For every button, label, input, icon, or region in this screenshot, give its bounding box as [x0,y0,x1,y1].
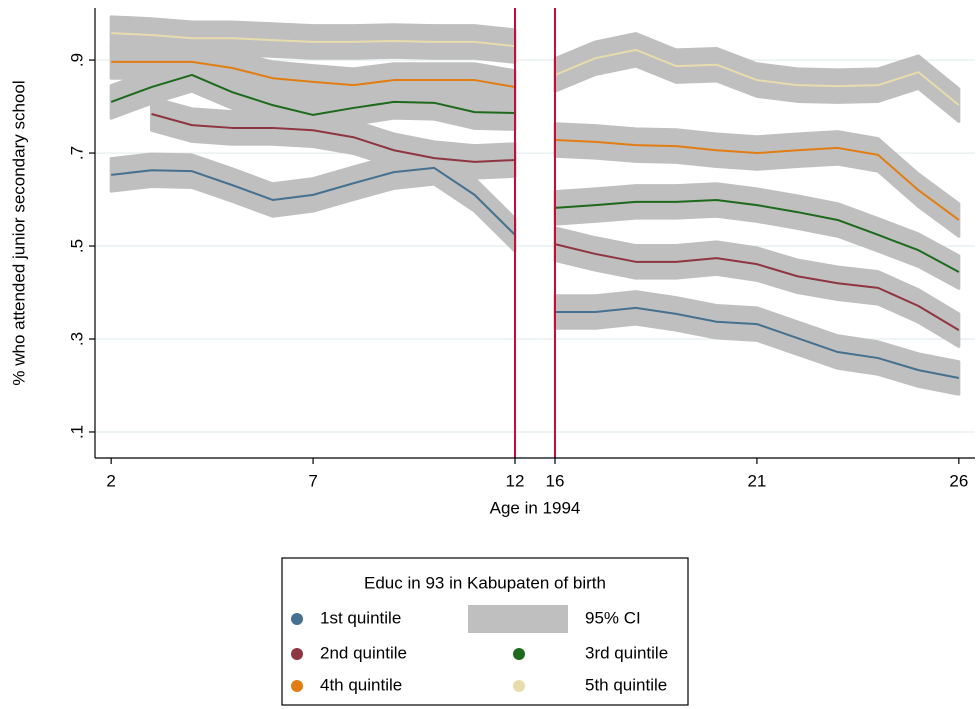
y-tick-label: .7 [67,146,86,160]
legend-marker [291,613,303,625]
series-line [111,166,516,236]
legend-label: 95% CI [585,608,641,627]
series-line [110,73,516,116]
legend-marker [513,648,525,660]
series-line [111,60,516,89]
legend-marker [291,680,303,692]
x-tick-label: 2 [106,471,115,490]
series-line [111,32,516,48]
y-tick-label: .9 [67,53,86,67]
ci-band [553,32,961,123]
y-tick-label: .3 [67,332,86,346]
ci-band [553,290,961,396]
y-axis-label: % who attended junior secondary school [9,80,28,385]
x-tick-label: 7 [308,471,317,490]
x-axis-label: Age in 1994 [490,498,581,517]
legend-label: 3rd quintile [585,643,668,662]
x-tick-label: 21 [747,471,766,490]
legend-label: 2nd quintile [320,643,407,662]
y-tick-label: .1 [67,425,86,439]
series-line [554,198,960,273]
legend-ci-swatch [468,605,568,633]
series-line [151,113,516,163]
legend-label: 4th quintile [320,675,402,694]
ci-band [553,226,961,348]
legend-label: 1st quintile [320,608,401,627]
x-tick-label: 12 [506,471,525,490]
legend-marker [513,680,525,692]
series-line [554,48,960,106]
series-line [554,139,960,221]
legend-marker [291,648,303,660]
legend-title: Educ in 93 in Kabupaten of birth [364,573,606,592]
ci-band [553,182,961,290]
legend-label: 5th quintile [585,675,667,694]
x-tick-label: 26 [949,471,968,490]
series-line [555,306,960,380]
y-tick-label: .5 [67,239,86,253]
x-tick-label: 16 [546,471,565,490]
series-line [554,243,960,332]
